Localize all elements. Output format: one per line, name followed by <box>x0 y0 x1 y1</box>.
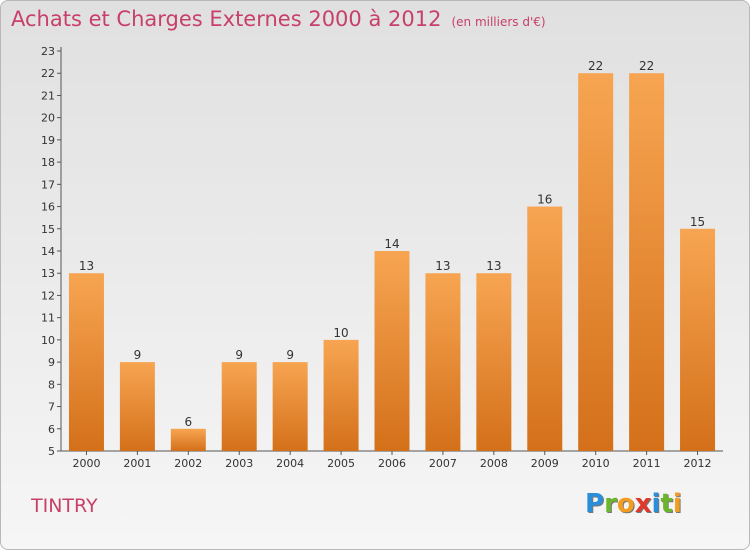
bar <box>476 273 512 451</box>
y-tick-label: 23 <box>41 45 55 58</box>
y-tick-label: 14 <box>41 245 55 258</box>
bar <box>578 73 614 451</box>
bar-value-label: 14 <box>384 237 399 251</box>
bar <box>272 362 308 451</box>
x-tick-label: 2005 <box>327 457 355 470</box>
y-tick-label: 18 <box>41 156 55 169</box>
y-tick-label: 12 <box>41 289 55 302</box>
bar-value-label: 22 <box>639 59 654 73</box>
bar <box>119 362 155 451</box>
y-tick-label: 16 <box>41 201 55 214</box>
y-tick-label: 22 <box>41 67 55 80</box>
bar-value-label: 13 <box>79 259 94 273</box>
y-tick-label: 6 <box>48 423 55 436</box>
y-tick-label: 13 <box>41 267 55 280</box>
bar-value-label: 9 <box>134 348 142 362</box>
y-tick-label: 20 <box>41 112 55 125</box>
bar-value-label: 13 <box>486 259 501 273</box>
x-tick-label: 2009 <box>531 457 559 470</box>
bar <box>170 428 206 451</box>
bar <box>221 362 257 451</box>
x-tick-label: 2007 <box>429 457 457 470</box>
x-tick-label: 2002 <box>174 457 202 470</box>
bar <box>680 228 716 451</box>
x-tick-label: 2012 <box>684 457 712 470</box>
bar <box>374 251 410 451</box>
chart-title-block: Achats et Charges Externes 2000 à 2012 (e… <box>11 7 546 31</box>
y-tick-label: 9 <box>48 356 55 369</box>
y-tick-label: 7 <box>48 401 55 414</box>
bar-value-label: 6 <box>184 415 192 429</box>
bar-value-label: 15 <box>690 215 705 229</box>
x-tick-label: 2006 <box>378 457 406 470</box>
x-tick-label: 2001 <box>123 457 151 470</box>
x-tick-label: 2003 <box>225 457 253 470</box>
y-tick-label: 8 <box>48 378 55 391</box>
chart-bars <box>68 73 716 451</box>
bar <box>629 73 665 451</box>
bar <box>527 206 563 451</box>
bar-value-label: 16 <box>537 193 552 207</box>
commune-name: TINTRY <box>31 495 98 517</box>
bar <box>323 339 359 451</box>
x-tick-label: 2010 <box>582 457 610 470</box>
bar <box>68 273 104 451</box>
chart-axes: 5 6 7 8 9 10 11 12 13 14 15 16 17 18 19 20 21 22 23 <box>41 45 723 458</box>
bar-value-label: 22 <box>588 59 603 73</box>
y-tick-label: 11 <box>41 312 55 325</box>
x-tick-label: 2008 <box>480 457 508 470</box>
x-tick-label: 2000 <box>72 457 100 470</box>
chart-labels: 13 2000 9 2001 6 2002 9 2003 9 2004 10 2005 14 2006 13… <box>72 59 711 470</box>
bar-value-label: 9 <box>286 348 294 362</box>
y-tick-label: 15 <box>41 223 55 236</box>
x-tick-label: 2011 <box>633 457 661 470</box>
y-tick-label: 21 <box>41 89 55 102</box>
proxiti-logo: Proxiti <box>585 489 682 519</box>
y-tick-label: 5 <box>48 445 55 458</box>
bar-value-label: 9 <box>235 348 243 362</box>
x-tick-label: 2004 <box>276 457 304 470</box>
chart-unit-label: (en milliers d'€) <box>451 15 546 29</box>
bar-value-label: 13 <box>435 259 450 273</box>
bar <box>425 273 461 451</box>
y-tick-label: 19 <box>41 134 55 147</box>
bar-value-label: 10 <box>333 326 348 340</box>
chart-title: Achats et Charges Externes 2000 à 2012 <box>11 7 442 31</box>
y-tick-label: 10 <box>41 334 55 347</box>
y-tick-label: 17 <box>41 178 55 191</box>
